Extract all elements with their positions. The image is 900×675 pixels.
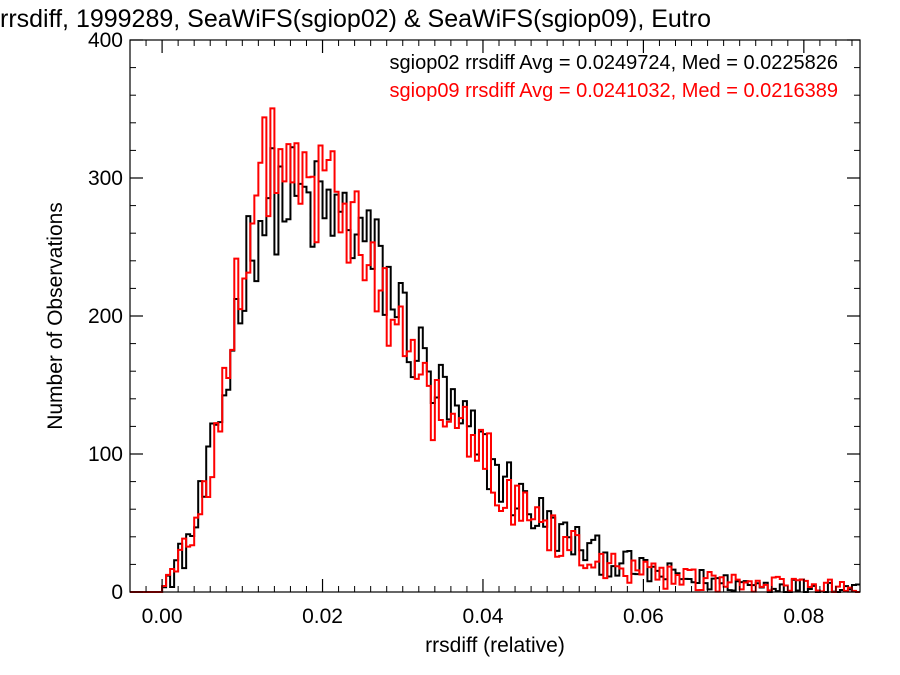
series-layer bbox=[130, 107, 860, 593]
plot-frame bbox=[129, 39, 861, 593]
x-tick-label: 0.06 bbox=[623, 605, 664, 628]
y-tick-label: 400 bbox=[88, 29, 123, 52]
x-tick-label: 0.04 bbox=[463, 605, 504, 628]
y-tick-label: 0 bbox=[111, 581, 123, 604]
y-tick-label: 100 bbox=[88, 443, 123, 466]
legend-sgiop02: sgiop02 rrsdiff Avg = 0.0249724, Med = 0… bbox=[390, 52, 839, 74]
y-tick-label: 200 bbox=[88, 305, 123, 328]
histogram-series-sgiop02 bbox=[130, 146, 860, 593]
x-tick-label: 0.02 bbox=[302, 605, 343, 628]
x-tick-label: 0.00 bbox=[142, 605, 183, 628]
y-tick-label: 300 bbox=[88, 167, 123, 190]
x-axis-label: rrsdiff (relative) bbox=[425, 634, 565, 657]
chart-title: rrsdiff, 1999289, SeaWiFS(sgiop02) & Sea… bbox=[0, 5, 711, 33]
y-axis-label: Number of Observations bbox=[44, 202, 67, 430]
x-tick-label: 0.08 bbox=[783, 605, 824, 628]
histogram-series-sgiop09 bbox=[130, 107, 860, 593]
legend: sgiop02 rrsdiff Avg = 0.0249724, Med = 0… bbox=[390, 52, 839, 102]
legend-sgiop09: sgiop09 rrsdiff Avg = 0.0241032, Med = 0… bbox=[390, 80, 839, 102]
ticks-layer: 0.00 0.02 0.04 0.06 0.08 0 100 200 300 400 bbox=[88, 29, 860, 628]
